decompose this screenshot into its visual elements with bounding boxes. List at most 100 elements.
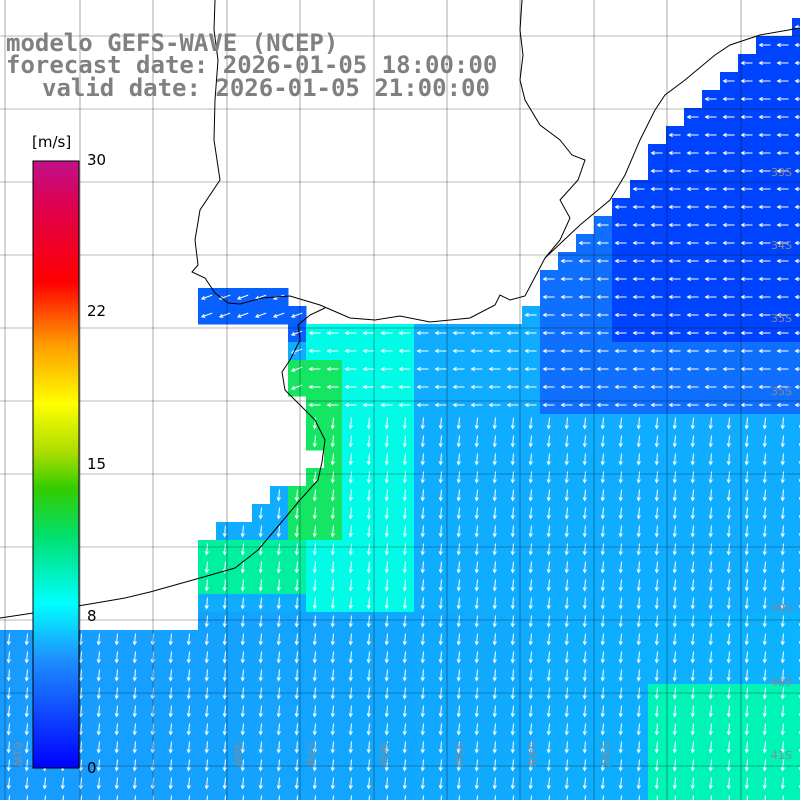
- wind-arrow: [704, 366, 717, 372]
- wind-arrow: [690, 741, 695, 754]
- wind-arrow: [330, 525, 335, 538]
- wind-arrow: [780, 435, 785, 448]
- wind-arrow: [704, 150, 717, 156]
- wind-arrow: [488, 348, 501, 354]
- wind-arrow: [654, 633, 659, 646]
- wind-arrow: [380, 366, 393, 372]
- wind-arrow: [690, 435, 695, 448]
- wind-arrow: [384, 561, 389, 574]
- wind-arrow: [258, 741, 263, 754]
- wind-arrow: [762, 597, 767, 610]
- wind-arrow: [222, 777, 227, 790]
- wind-arrow: [618, 633, 623, 646]
- wind-arrow: [654, 471, 659, 484]
- wind-arrow: [710, 795, 712, 800]
- wind-arrow: [186, 669, 191, 682]
- wind-arrow: [204, 543, 209, 556]
- wind-arrow: [722, 276, 735, 282]
- wind-arrow: [744, 561, 749, 574]
- wind-arrow: [312, 615, 317, 628]
- wind-arrow: [744, 525, 749, 538]
- wind-arrow: [726, 579, 731, 592]
- wind-arrow: [24, 651, 29, 664]
- wind-arrow: [492, 543, 497, 556]
- wind-arrow: [204, 597, 209, 610]
- wind-arrow: [258, 525, 263, 538]
- wind-arrow: [708, 579, 713, 592]
- wind-arrow: [78, 741, 83, 754]
- wind-arrow: [618, 597, 623, 610]
- wind-arrow: [740, 222, 753, 228]
- wind-arrow: [654, 579, 659, 592]
- wind-arrow: [650, 186, 663, 192]
- wind-arrow: [152, 795, 154, 800]
- wind-arrow: [600, 561, 605, 574]
- wind-arrow: [528, 723, 533, 736]
- wind-arrow: [456, 579, 461, 592]
- wind-arrow: [780, 453, 785, 466]
- wind-arrow: [776, 330, 789, 336]
- wind-arrow: [726, 525, 731, 538]
- wind-arrow: [456, 507, 461, 520]
- speed-cell: [792, 792, 800, 800]
- wind-arrow: [650, 240, 663, 246]
- wind-arrow: [564, 543, 569, 556]
- wind-arrow: [638, 795, 640, 800]
- speed-cell: [792, 414, 800, 433]
- wind-arrow: [528, 579, 533, 592]
- wind-arrow: [740, 312, 753, 318]
- wind-arrow: [564, 669, 569, 682]
- wind-arrow: [560, 348, 573, 354]
- wind-arrow: [722, 240, 735, 246]
- lon-label-53w: 53W: [599, 742, 612, 767]
- wind-arrow: [416, 402, 429, 408]
- wind-arrow: [548, 795, 550, 800]
- wind-arrow: [654, 669, 659, 682]
- wind-arrow: [636, 741, 641, 754]
- wind-arrow: [762, 525, 767, 538]
- wind-arrow: [546, 579, 551, 592]
- wind-arrow: [708, 471, 713, 484]
- wind-arrow: [474, 579, 479, 592]
- wind-arrow: [704, 240, 717, 246]
- wind-arrow: [546, 453, 551, 466]
- wind-arrow: [186, 723, 191, 736]
- wind-arrow: [692, 795, 694, 800]
- wind-arrow: [758, 150, 771, 156]
- wind-arrow: [366, 723, 371, 736]
- wind-arrow: [168, 777, 173, 790]
- wind-arrow: [362, 402, 375, 408]
- wind-arrow: [636, 777, 641, 790]
- wind-arrow: [222, 759, 227, 772]
- wind-arrow: [600, 633, 605, 646]
- wind-arrow: [258, 777, 263, 790]
- wind-arrow: [776, 348, 789, 354]
- wind-arrow: [528, 651, 533, 664]
- wind-arrow: [560, 330, 573, 336]
- wind-arrow: [96, 741, 101, 754]
- wind-arrow: [224, 795, 226, 800]
- wind-arrow: [272, 312, 285, 318]
- wind-arrow: [438, 453, 443, 466]
- wind-arrow: [582, 705, 587, 718]
- wind-arrow: [614, 402, 627, 408]
- wind-arrow: [308, 330, 321, 336]
- wind-arrow: [726, 669, 731, 682]
- wind-arrow: [758, 402, 771, 408]
- wind-arrow: [528, 777, 533, 790]
- wind-arrow: [326, 384, 339, 390]
- colorbar-tick-8: 8: [87, 607, 97, 625]
- wind-arrow: [690, 669, 695, 682]
- wind-arrow: [654, 705, 659, 718]
- wind-arrow: [690, 633, 695, 646]
- wind-arrow: [222, 615, 227, 628]
- wind-arrow: [332, 795, 334, 800]
- wind-arrow: [614, 258, 627, 264]
- wind-arrow: [420, 633, 425, 646]
- wind-arrow: [614, 294, 627, 300]
- wind-arrow: [362, 384, 375, 390]
- wind-arrow: [276, 507, 281, 520]
- wind-arrow: [542, 402, 555, 408]
- wind-arrow: [420, 741, 425, 754]
